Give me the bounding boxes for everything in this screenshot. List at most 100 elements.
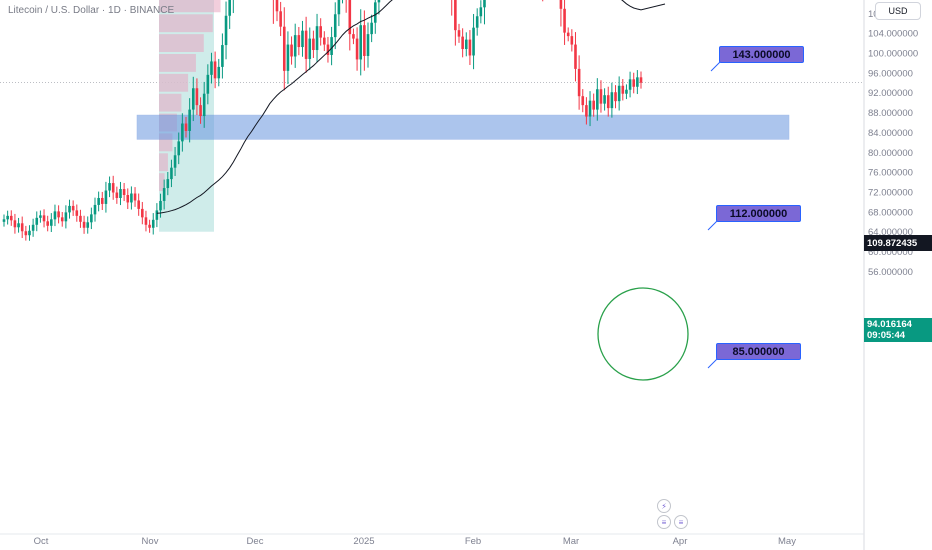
candle-body <box>13 220 17 228</box>
candle-body <box>639 77 643 83</box>
volume-profile-bar <box>159 153 168 172</box>
candle-body <box>119 189 122 198</box>
candle-body <box>130 193 133 203</box>
candle-body <box>173 155 177 168</box>
candle-body <box>621 85 625 94</box>
candle-body <box>457 30 461 37</box>
candle-body <box>60 217 64 222</box>
candle-body <box>191 88 195 110</box>
last-price-label: 94.016164 09:05:44 <box>864 318 932 342</box>
candle-body <box>286 44 290 71</box>
candle-body <box>592 100 595 110</box>
candle-body <box>468 39 472 56</box>
candle-body <box>373 2 377 23</box>
candle-body <box>170 167 173 180</box>
annotation-112[interactable]: 112.000000 <box>716 205 801 222</box>
candle-body <box>9 215 13 221</box>
plot-area <box>0 0 864 534</box>
moving-average-line <box>156 0 666 214</box>
candle-body <box>581 96 585 106</box>
volume-profile-bar <box>159 73 189 92</box>
candle-body <box>596 89 599 110</box>
volume-profile-bar <box>159 54 196 72</box>
candle-body <box>479 7 483 17</box>
candle-body <box>304 30 308 59</box>
y-tick-label: 64.000000 <box>868 227 913 238</box>
candle-body <box>195 88 199 106</box>
candle-body <box>315 26 319 51</box>
candle-body <box>210 61 213 75</box>
candle-body <box>68 205 71 213</box>
candle-body <box>370 22 373 35</box>
candle-body <box>483 0 486 8</box>
candle-body <box>326 44 330 55</box>
volume-profile-bar <box>159 173 165 192</box>
candle-body <box>610 92 614 109</box>
candle-body <box>559 0 563 9</box>
candle-body <box>636 77 639 87</box>
candle-body <box>6 215 9 220</box>
candle-body <box>337 0 341 15</box>
candle-body <box>632 79 636 87</box>
candle-body <box>53 211 57 220</box>
annotation-connector-112 <box>707 220 718 231</box>
candle-body <box>166 179 170 189</box>
y-tick-label: 80.000000 <box>868 148 913 159</box>
x-tick-label: Nov <box>142 536 159 547</box>
candle-body <box>333 14 337 38</box>
candle-body <box>181 123 184 142</box>
x-tick-label: May <box>778 536 796 547</box>
candle-body <box>301 30 304 48</box>
candle-body <box>355 38 359 60</box>
candle-body <box>50 219 53 226</box>
candle-body <box>363 25 366 56</box>
candle-body <box>64 212 68 222</box>
candle-body <box>588 100 592 117</box>
candle-body <box>24 231 28 236</box>
candle-body <box>100 197 104 204</box>
volume-profile-bar <box>159 0 221 13</box>
annotation-143[interactable]: 143.000000 <box>719 46 804 63</box>
candle-body <box>566 32 570 37</box>
candle-body <box>141 208 144 218</box>
candle-body <box>122 189 126 195</box>
candle-body <box>177 141 181 156</box>
x-tick-label: Oct <box>34 536 49 547</box>
currency-selector[interactable]: USD <box>875 2 921 20</box>
candle-body <box>79 215 82 222</box>
y-tick-label: 104.000000 <box>868 29 918 40</box>
us-economic-event-icon-2[interactable]: ≡ <box>674 515 688 529</box>
candle-body <box>290 44 293 57</box>
y-tick-label: 84.000000 <box>868 128 913 139</box>
candle-body <box>279 11 282 27</box>
symbol-title: Litecoin / U.S. Dollar · 1D · BINANCE <box>8 5 175 16</box>
candle-body <box>144 217 148 225</box>
candle-body <box>17 223 20 228</box>
candle-body <box>617 85 621 102</box>
candle-body <box>585 105 588 117</box>
candle-body <box>570 36 574 45</box>
annotation-85[interactable]: 85.000000 <box>716 343 801 360</box>
candle-body <box>275 0 279 12</box>
us-economic-event-icon[interactable]: ≡ <box>657 515 671 529</box>
candle-body <box>90 214 93 223</box>
candle-body <box>126 194 130 203</box>
annotation-connector-143 <box>710 61 721 72</box>
y-tick-label: 88.000000 <box>868 108 913 119</box>
x-tick-label: Mar <box>563 536 579 547</box>
candle-body <box>71 205 75 211</box>
candle-body <box>574 44 577 69</box>
candle-body <box>115 192 119 198</box>
candle-body <box>57 211 60 218</box>
candle-body <box>606 95 610 109</box>
candle-body <box>308 38 312 59</box>
x-tick-label: Apr <box>673 536 688 547</box>
flag-icon[interactable]: ⚡ <box>657 499 671 513</box>
candle-body <box>148 224 151 228</box>
x-tick-label: 2025 <box>353 536 374 547</box>
highlight-circle <box>597 287 689 381</box>
countdown-timer: 09:05:44 <box>867 330 906 341</box>
candle-body <box>39 215 42 218</box>
candle-body <box>228 0 231 16</box>
